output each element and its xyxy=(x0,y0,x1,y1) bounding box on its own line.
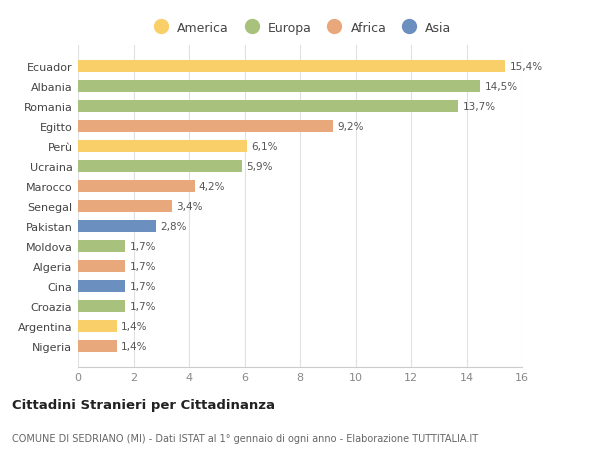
Text: 15,4%: 15,4% xyxy=(509,62,542,72)
Text: 2,8%: 2,8% xyxy=(160,222,187,231)
Text: 14,5%: 14,5% xyxy=(485,82,518,91)
Text: 3,4%: 3,4% xyxy=(176,202,203,212)
Bar xyxy=(78,201,172,213)
Text: 1,7%: 1,7% xyxy=(130,241,156,252)
Text: Cittadini Stranieri per Cittadinanza: Cittadini Stranieri per Cittadinanza xyxy=(12,398,275,412)
Bar xyxy=(78,80,481,93)
Text: 9,2%: 9,2% xyxy=(337,122,364,132)
Bar xyxy=(78,121,334,133)
Bar xyxy=(78,301,125,313)
Bar xyxy=(78,320,117,333)
Text: 6,1%: 6,1% xyxy=(251,141,278,151)
Text: 1,7%: 1,7% xyxy=(130,281,156,291)
Bar xyxy=(78,180,194,192)
Text: 13,7%: 13,7% xyxy=(463,101,496,112)
Text: 4,2%: 4,2% xyxy=(199,182,225,191)
Text: COMUNE DI SEDRIANO (MI) - Dati ISTAT al 1° gennaio di ogni anno - Elaborazione T: COMUNE DI SEDRIANO (MI) - Dati ISTAT al … xyxy=(12,433,478,442)
Bar xyxy=(78,261,125,273)
Text: 5,9%: 5,9% xyxy=(246,162,272,172)
Text: 1,4%: 1,4% xyxy=(121,322,148,331)
Text: 1,7%: 1,7% xyxy=(130,302,156,312)
Bar xyxy=(78,161,242,173)
Bar xyxy=(78,341,117,353)
Bar xyxy=(78,221,156,233)
Text: 1,4%: 1,4% xyxy=(121,341,148,352)
Bar xyxy=(78,140,247,152)
Text: 1,7%: 1,7% xyxy=(130,262,156,272)
Bar xyxy=(78,241,125,252)
Bar xyxy=(78,61,505,73)
Bar xyxy=(78,280,125,292)
Legend: America, Europa, Africa, Asia: America, Europa, Africa, Asia xyxy=(143,17,457,40)
Bar xyxy=(78,101,458,112)
